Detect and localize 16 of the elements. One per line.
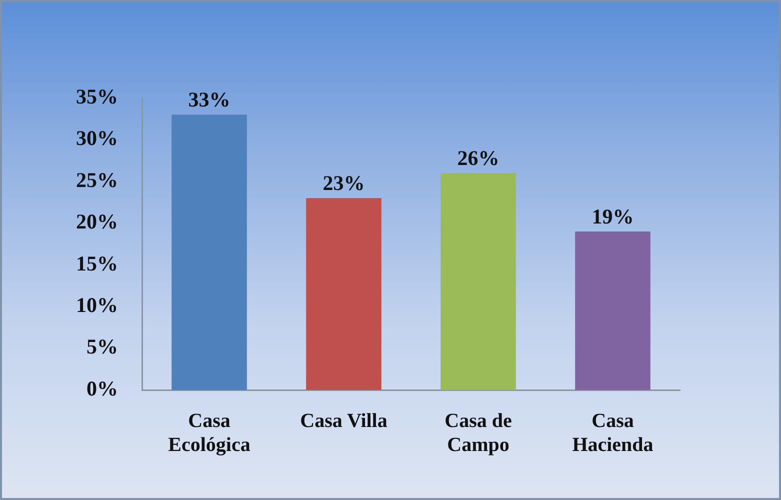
y-tick-label: 0% [86,376,118,400]
data-label: 19% [592,204,634,228]
y-tick-label: 20% [76,210,118,234]
data-label: 23% [322,171,365,196]
y-tick-label: 30% [76,126,118,150]
x-tick-label: Casa Ecológica [168,410,250,456]
data-label: 33% [188,88,230,112]
data-label: 26% [457,146,500,170]
y-tick-label: 5% [86,334,118,359]
y-tick-label: 15% [76,251,118,276]
x-tick-label: Casa de Campo [444,410,512,456]
y-tick-label: 10% [76,292,118,317]
x-tick-label: Casa Hacienda [572,410,654,456]
x-tick-label: Casa Villa [300,410,388,432]
y-tick-label: 25% [76,168,118,192]
y-tick-label: 35% [76,84,118,108]
